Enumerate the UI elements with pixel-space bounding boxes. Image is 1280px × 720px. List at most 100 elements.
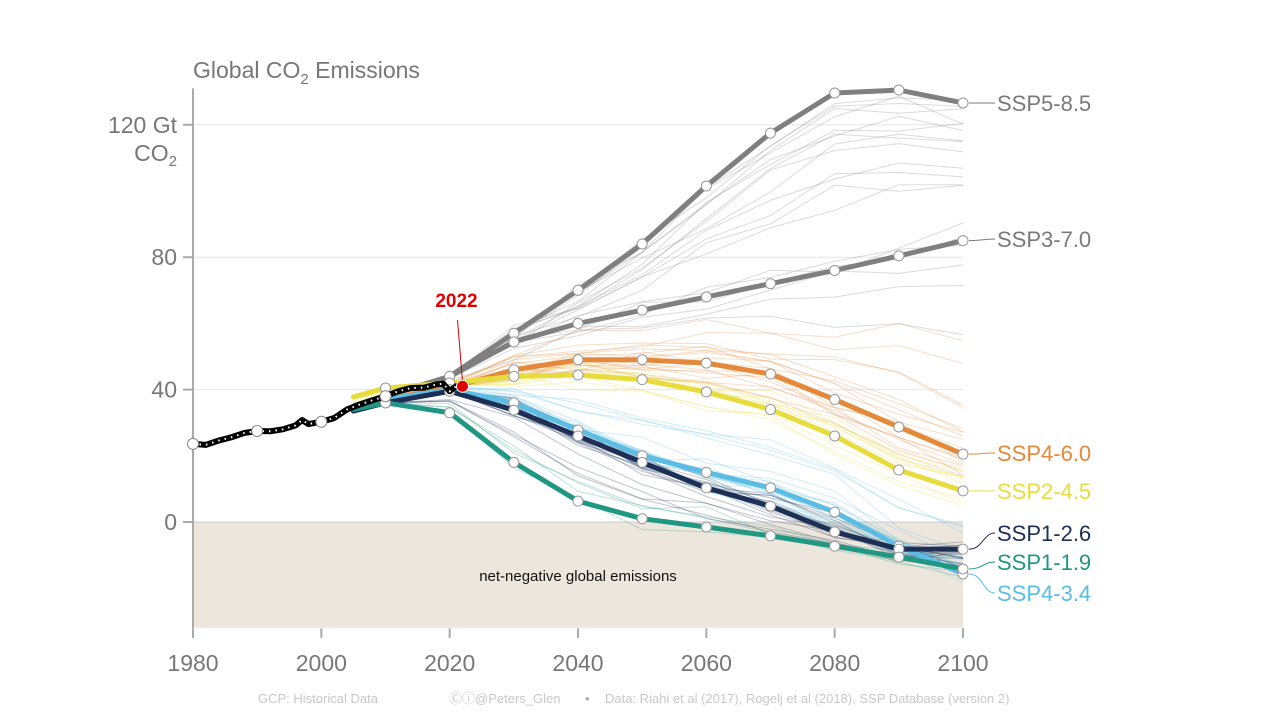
data-point: [765, 530, 776, 542]
ensemble-line: [353, 162, 964, 407]
data-point: [700, 482, 712, 494]
y-unit-label: CO2: [134, 140, 177, 170]
data-point: [700, 466, 712, 478]
data-point: [572, 354, 584, 366]
footer-source-right: Data: Riahi et al (2017), Rogelj et al (…: [605, 691, 1009, 706]
annotation-2022: 2022: [435, 291, 478, 393]
data-point: [700, 180, 712, 192]
annotation-point: [456, 379, 469, 393]
series-labels: SSP5-8.5 SSP3-7.0 SSP4-6.0 SSP2-4.5 SSP4-3.4…: [968, 91, 1091, 606]
x-tick-label: 2060: [681, 650, 732, 676]
data-point: [636, 304, 648, 316]
data-point: [829, 540, 841, 552]
data-point: [700, 357, 712, 369]
data-point: [572, 317, 584, 329]
series-label: SSP1-2.6: [997, 521, 1091, 546]
data-point: [765, 403, 776, 415]
data-point: [829, 430, 841, 442]
data-point: [829, 506, 841, 518]
data-point: [700, 386, 712, 398]
historical-point: [315, 415, 328, 428]
series-label: SSP3-7.0: [997, 227, 1091, 252]
x-tick-label: 2080: [809, 650, 860, 676]
historical-line-dots: [192, 382, 463, 446]
y-tick-label: 80: [151, 244, 177, 270]
data-point: [957, 485, 969, 497]
footer: GCP: Historical Data Ⓒⓘ@Peters_Glen • Da…: [258, 691, 1009, 706]
scenario-series: [350, 84, 969, 580]
ensemble-line: [353, 402, 964, 559]
label-connector: [968, 238, 996, 242]
data-point: [636, 374, 648, 386]
series-ssp1-1-9: [350, 397, 969, 575]
series-label: SSP1-1.9: [997, 550, 1091, 575]
series-label: SSP5-8.5: [997, 91, 1091, 116]
data-point: [893, 464, 905, 476]
data-point: [957, 563, 969, 575]
x-tick-label: 2000: [296, 650, 347, 676]
scenario-ensemble-lines: [353, 95, 964, 583]
footer-credit: Ⓒⓘ@Peters_Glen: [449, 691, 560, 706]
annotation-pointer: [457, 319, 463, 382]
data-point: [957, 543, 969, 555]
data-point: [572, 369, 584, 381]
data-point: [829, 526, 841, 538]
data-point: [444, 407, 456, 419]
data-point: [957, 235, 969, 247]
data-point: [957, 97, 969, 109]
label-connector: [968, 452, 996, 455]
y-tick-label: 0: [164, 509, 177, 535]
data-point: [765, 127, 776, 139]
data-point: [893, 84, 905, 96]
data-point: [572, 284, 584, 296]
ensemble-line: [353, 402, 964, 567]
series-label: SSP4-6.0: [997, 441, 1091, 466]
label-connector: [968, 532, 996, 550]
footer-bullet: •: [585, 691, 590, 706]
data-point: [765, 278, 776, 290]
label-connector: [968, 561, 996, 570]
label-connector: [968, 573, 996, 594]
historical-point: [187, 437, 199, 450]
series-ssp5-8-5: [350, 84, 969, 409]
historical-point: [251, 424, 264, 437]
footer-source-left: GCP: Historical Data: [258, 691, 379, 706]
data-point: [893, 551, 905, 563]
historical-series: [187, 380, 463, 450]
series-label: SSP2-4.5: [997, 479, 1091, 504]
data-point: [829, 394, 841, 406]
data-point: [508, 456, 520, 468]
data-point: [508, 336, 520, 348]
data-point: [829, 264, 841, 276]
x-tick-label: 2100: [937, 650, 988, 676]
y-tick-label: 40: [151, 377, 177, 403]
data-point: [508, 404, 520, 416]
data-point: [893, 250, 905, 262]
data-point: [636, 513, 648, 525]
x-tick-labels: 1980 2000 2020 2040 2060 2080 2100: [167, 627, 989, 676]
data-point: [765, 482, 776, 494]
data-point: [700, 521, 712, 533]
ensemble-line: [353, 400, 964, 560]
data-point: [957, 448, 969, 460]
data-point: [829, 87, 841, 99]
data-point: [572, 495, 584, 507]
data-point: [636, 238, 648, 250]
net-negative-region: [193, 522, 963, 628]
data-point: [765, 500, 776, 512]
data-point: [893, 421, 905, 433]
data-point: [636, 456, 648, 468]
data-point: [636, 354, 648, 366]
x-tick-label: 2020: [424, 650, 475, 676]
data-point: [508, 370, 520, 382]
data-point: [572, 430, 584, 442]
x-tick-label: 2040: [552, 650, 603, 676]
y-tick-label: 120 Gt: [108, 112, 178, 138]
data-point: [700, 291, 712, 303]
series-label: SSP4-3.4: [997, 581, 1091, 606]
gridlines: [193, 124, 963, 523]
chart-title: Global CO2 Emissions: [193, 57, 420, 88]
